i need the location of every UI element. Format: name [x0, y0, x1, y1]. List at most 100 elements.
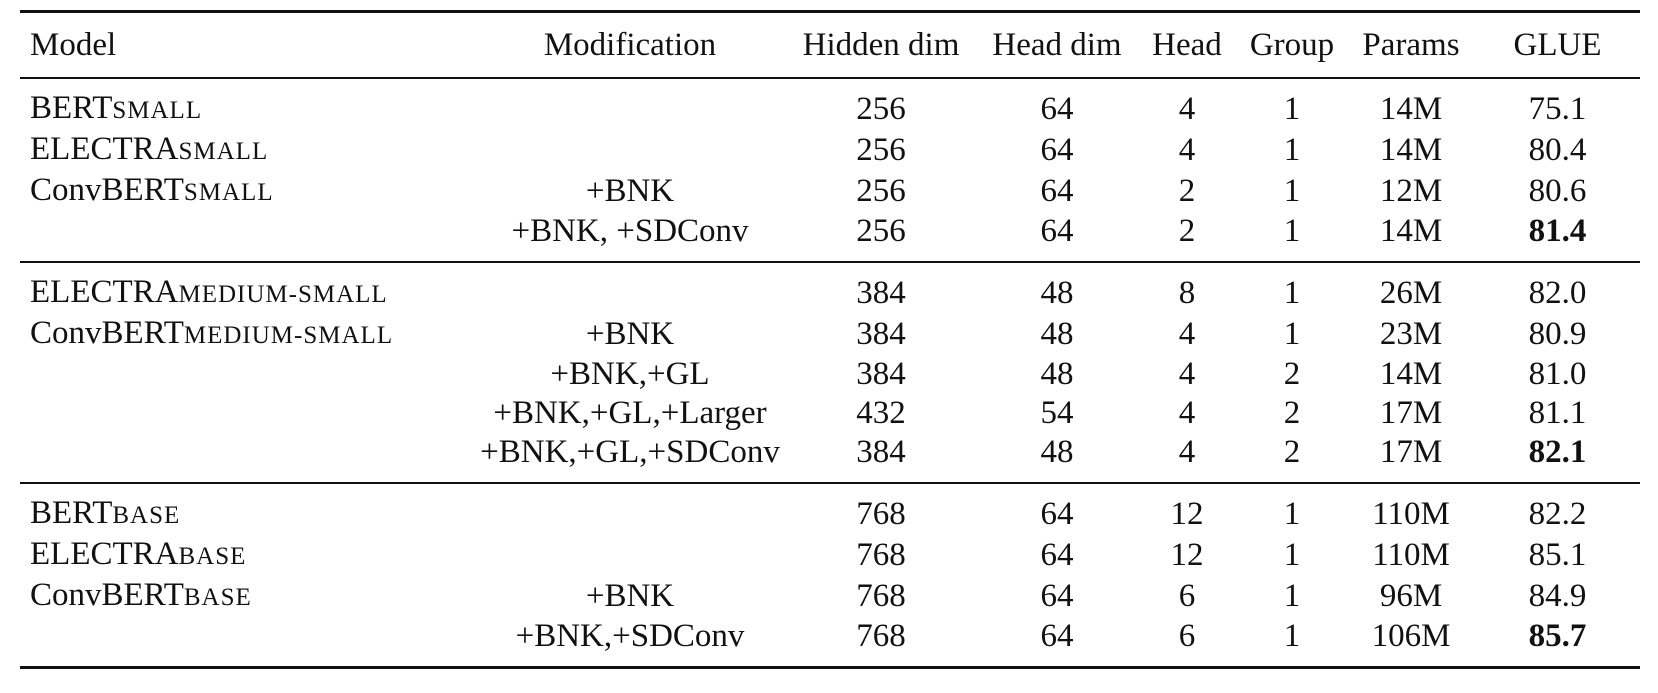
cell-glue: 85.7	[1528, 618, 1587, 654]
model-name: BERT	[30, 495, 113, 531]
cell-params: 14M	[1379, 356, 1443, 392]
cell-head: 4	[1178, 91, 1196, 127]
cell-model	[20, 617, 475, 668]
cell-model	[20, 355, 475, 394]
header-head-dim: Head dim	[992, 26, 1122, 63]
cell-head-dim: 64	[1040, 578, 1074, 614]
cell-params: 17M	[1379, 395, 1443, 431]
cell-group: 1	[1283, 173, 1301, 209]
cell-group: 1	[1283, 496, 1301, 532]
cell-glue: 81.1	[1528, 395, 1587, 431]
cell-params: 96M	[1379, 578, 1443, 614]
cell-hidden-dim: 768	[856, 496, 906, 532]
cell-modification	[475, 483, 785, 535]
model-name: ConvBERT	[30, 577, 184, 613]
table-group-1: BERTSMALL 256 64 4 1 14M 75.1 ELECTRASMALL 256 64…	[20, 78, 1640, 262]
cell-group: 1	[1283, 132, 1301, 168]
cell-modification	[475, 262, 785, 314]
cell-head-dim: 64	[1040, 496, 1074, 532]
model-name: ELECTRA	[30, 536, 179, 572]
cell-glue: 84.9	[1528, 578, 1587, 614]
model-size-subscript: BASE	[112, 502, 181, 529]
cell-hidden-dim: 256	[856, 132, 906, 168]
cell-glue: 80.4	[1528, 132, 1587, 168]
cell-params: 110M	[1372, 496, 1450, 532]
cell-glue: 82.0	[1528, 275, 1587, 311]
cell-model: ELECTRASMALL	[20, 130, 475, 171]
results-table-container: Model Modification Hidden dim Head dim H…	[20, 10, 1640, 669]
cell-params: 17M	[1379, 434, 1443, 470]
cell-model	[20, 394, 475, 433]
cell-params: 26M	[1379, 275, 1443, 311]
cell-head-dim: 64	[1040, 173, 1074, 209]
cell-head-dim: 54	[1040, 395, 1074, 431]
cell-glue: 80.9	[1528, 316, 1587, 352]
cell-glue: 81.0	[1528, 356, 1587, 392]
results-table: Model Modification Hidden dim Head dim H…	[20, 10, 1640, 669]
cell-head: 2	[1178, 173, 1196, 209]
cell-model: ConvBERTSMALL	[20, 171, 475, 212]
cell-modification: +BNK,+GL,+SDConv	[480, 434, 780, 470]
cell-group: 2	[1283, 395, 1301, 431]
cell-head-dim: 64	[1040, 537, 1074, 573]
cell-params: 23M	[1379, 316, 1443, 352]
header-head: Head	[1152, 26, 1222, 63]
cell-head-dim: 64	[1040, 132, 1074, 168]
table-row: +BNK,+GL,+Larger 432 54 4 2 17M 81.1	[20, 394, 1640, 433]
table-row: ELECTRABASE 768 64 12 1 110M 85.1	[20, 535, 1640, 576]
cell-glue: 75.1	[1528, 91, 1587, 127]
cell-model: ConvBERTMEDIUM-SMALL	[20, 314, 475, 355]
table-row: +BNK,+GL,+SDConv 384 48 4 2 17M 82.1	[20, 433, 1640, 483]
cell-model: BERTBASE	[20, 483, 475, 535]
cell-hidden-dim: 768	[856, 618, 906, 654]
header-modification: Modification	[543, 26, 717, 63]
model-name: BERT	[30, 90, 113, 126]
cell-group: 2	[1283, 356, 1301, 392]
table-row: ELECTRASMALL 256 64 4 1 14M 80.4	[20, 130, 1640, 171]
cell-hidden-dim: 256	[856, 173, 906, 209]
cell-modification: +BNK,+GL	[550, 356, 710, 392]
cell-head: 4	[1178, 395, 1196, 431]
cell-model: BERTSMALL	[20, 78, 475, 130]
cell-head: 12	[1170, 537, 1204, 573]
model-name: ELECTRA	[30, 131, 179, 167]
cell-head-dim: 48	[1040, 434, 1074, 470]
table-row: +BNK,+SDConv 768 64 6 1 106M 85.7	[20, 617, 1640, 668]
table-header: Model Modification Hidden dim Head dim H…	[20, 11, 1640, 78]
header-row: Model Modification Hidden dim Head dim H…	[20, 11, 1640, 78]
cell-head: 2	[1178, 213, 1196, 249]
cell-group: 1	[1283, 618, 1301, 654]
cell-hidden-dim: 256	[856, 91, 906, 127]
table-row: +BNK,+GL 384 48 4 2 14M 81.0	[20, 355, 1640, 394]
cell-group: 2	[1283, 434, 1301, 470]
model-size-subscript: BASE	[178, 543, 247, 570]
cell-params: 106M	[1371, 618, 1451, 654]
cell-head-dim: 64	[1040, 213, 1074, 249]
cell-head: 8	[1178, 275, 1196, 311]
cell-params: 12M	[1379, 173, 1443, 209]
cell-params: 14M	[1379, 132, 1443, 168]
cell-modification	[475, 535, 785, 576]
cell-head-dim: 64	[1040, 91, 1074, 127]
cell-hidden-dim: 384	[856, 316, 906, 352]
header-group: Group	[1249, 26, 1335, 63]
cell-hidden-dim: 384	[856, 356, 906, 392]
cell-head: 6	[1178, 578, 1196, 614]
table-row: ConvBERTSMALL +BNK 256 64 2 1 12M 80.6	[20, 171, 1640, 212]
cell-head: 6	[1178, 618, 1196, 654]
model-size-subscript: MEDIUM-SMALL	[178, 281, 388, 308]
model-size-subscript: MEDIUM-SMALL	[183, 322, 394, 349]
cell-params: 110M	[1372, 537, 1450, 573]
cell-hidden-dim: 384	[856, 434, 906, 470]
cell-hidden-dim: 768	[856, 578, 906, 614]
cell-head-dim: 48	[1040, 356, 1074, 392]
model-size-subscript: SMALL	[178, 138, 269, 165]
model-name: ELECTRA	[30, 274, 179, 310]
model-name: ConvBERT	[30, 315, 184, 351]
cell-modification	[475, 78, 785, 130]
table-row: ELECTRAMEDIUM-SMALL 384 48 8 1 26M 82.0	[20, 262, 1640, 314]
cell-group: 1	[1283, 316, 1301, 352]
cell-group: 1	[1283, 213, 1301, 249]
cell-hidden-dim: 384	[856, 275, 906, 311]
cell-head: 12	[1170, 496, 1204, 532]
